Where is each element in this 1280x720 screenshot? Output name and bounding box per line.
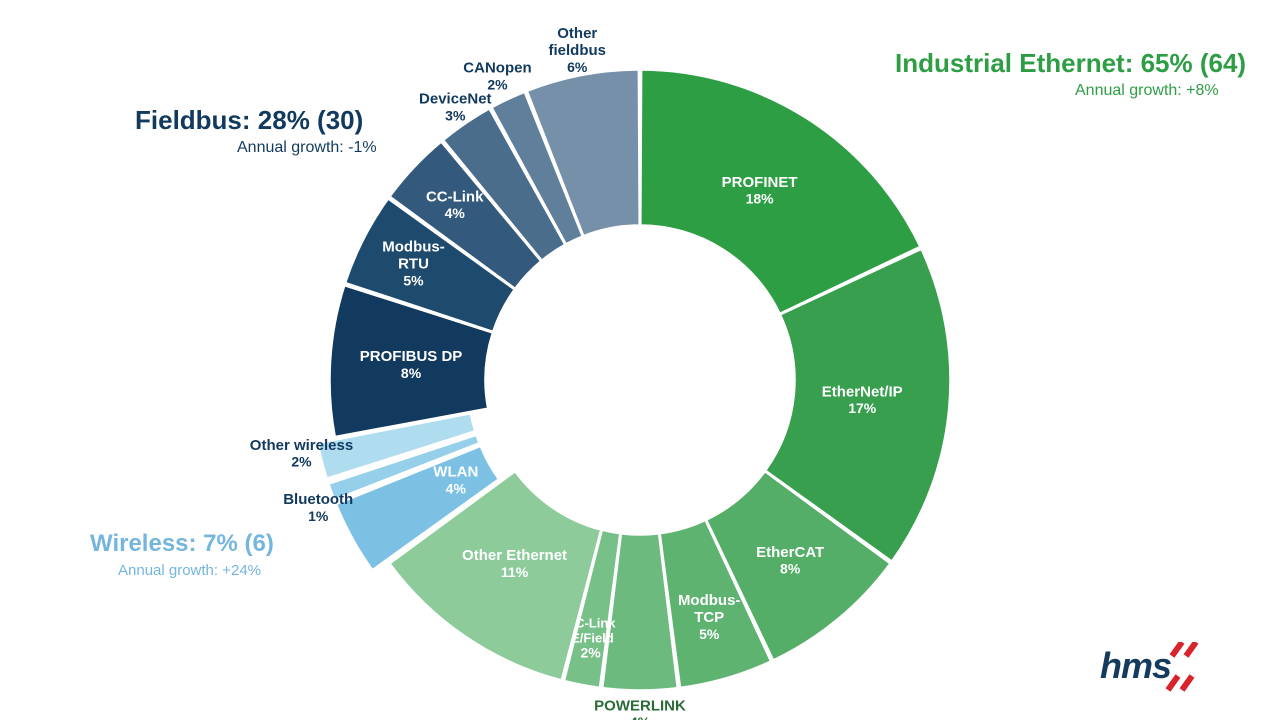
slice-label-canopen: CANopen2% [463, 60, 531, 93]
svg-text:Other Ethernet: Other Ethernet [462, 547, 567, 564]
svg-text:Other wireless: Other wireless [250, 437, 353, 454]
svg-text:11%: 11% [501, 564, 529, 580]
svg-text:4%: 4% [446, 480, 467, 496]
svg-text:hms: hms [1100, 645, 1171, 686]
category-title-fieldbus: Fieldbus: 28% (30) [135, 105, 363, 136]
svg-text:5%: 5% [699, 626, 720, 642]
svg-text:WLAN: WLAN [433, 464, 478, 481]
category-title-ethernet: Industrial Ethernet: 65% (64) [895, 48, 1246, 79]
svg-text:CANopen: CANopen [463, 60, 531, 77]
svg-text:EtherNet/IP: EtherNet/IP [822, 383, 903, 400]
svg-text:EtherCAT: EtherCAT [756, 544, 824, 561]
category-title-wireless: Wireless: 7% (6) [90, 530, 274, 558]
svg-text:4%: 4% [445, 205, 466, 221]
svg-text:8%: 8% [780, 561, 801, 577]
svg-text:CC-Link: CC-Link [426, 188, 484, 205]
svg-text:2%: 2% [581, 645, 602, 661]
svg-text:fieldbus: fieldbus [549, 42, 607, 59]
svg-text:17%: 17% [848, 400, 877, 416]
svg-text:4%: 4% [630, 714, 651, 720]
category-subtitle-fieldbus: Annual growth: -1% [237, 139, 377, 157]
svg-text:DeviceNet: DeviceNet [419, 91, 492, 108]
hms-logo: hms [1100, 642, 1220, 692]
category-subtitle-ethernet: Annual growth: +8% [1075, 82, 1219, 100]
svg-text:2%: 2% [291, 454, 312, 470]
slice-label-other-fieldbus: Otherfieldbus6% [549, 25, 607, 75]
svg-text:Modbus-: Modbus- [678, 592, 740, 609]
slice-label-powerlink: POWERLINK4% [594, 697, 686, 720]
svg-text:Modbus-: Modbus- [382, 239, 444, 256]
svg-text:8%: 8% [401, 365, 422, 381]
svg-text:2%: 2% [487, 76, 508, 92]
svg-text:PROFIBUS DP: PROFIBUS DP [360, 348, 463, 365]
svg-text:1%: 1% [308, 508, 329, 524]
category-subtitle-wireless: Annual growth: +24% [118, 562, 261, 579]
svg-text:6%: 6% [567, 59, 588, 75]
svg-text:5%: 5% [403, 272, 424, 288]
svg-text:3%: 3% [445, 107, 466, 123]
svg-text:18%: 18% [746, 191, 775, 207]
svg-text:Bluetooth: Bluetooth [283, 491, 353, 508]
svg-text:TCP: TCP [694, 609, 724, 626]
svg-text:POWERLINK: POWERLINK [594, 697, 686, 714]
svg-text:RTU: RTU [398, 256, 429, 273]
svg-text:Other: Other [557, 25, 597, 42]
svg-text:PROFINET: PROFINET [722, 174, 798, 191]
